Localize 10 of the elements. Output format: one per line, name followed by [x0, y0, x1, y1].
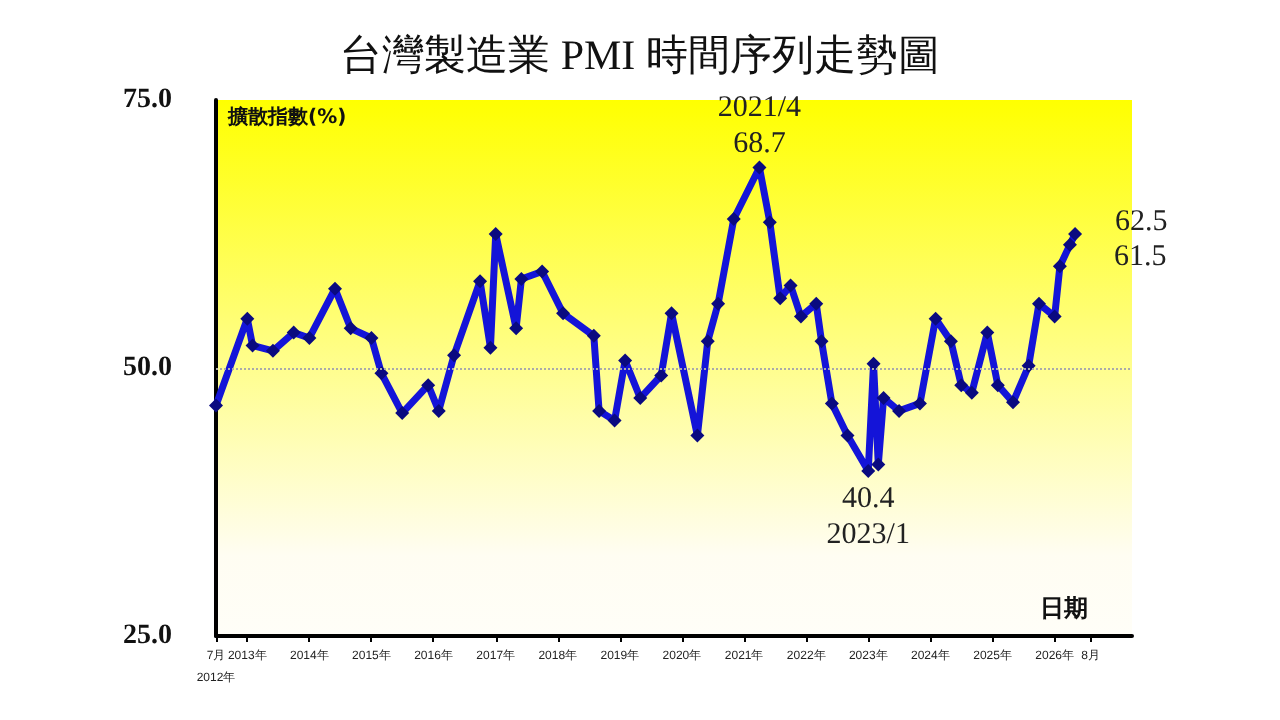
y-tick-label: 75.0 — [123, 85, 172, 115]
chart-title: 台灣製造業 PMI 時間序列走勢圖 — [340, 31, 940, 79]
x-axis-title: 日期 — [1040, 594, 1088, 622]
annotation: 2021/4 — [717, 91, 803, 124]
y-axis-title: 擴散指數(%) — [226, 105, 347, 129]
annotation: 40.4 — [842, 482, 896, 515]
annotation: 68.7 — [733, 127, 787, 160]
annotation: 2023/1 — [826, 518, 910, 551]
y-tick-label: 25.0 — [123, 621, 172, 651]
y-tick-label: 50.0 — [123, 353, 172, 383]
